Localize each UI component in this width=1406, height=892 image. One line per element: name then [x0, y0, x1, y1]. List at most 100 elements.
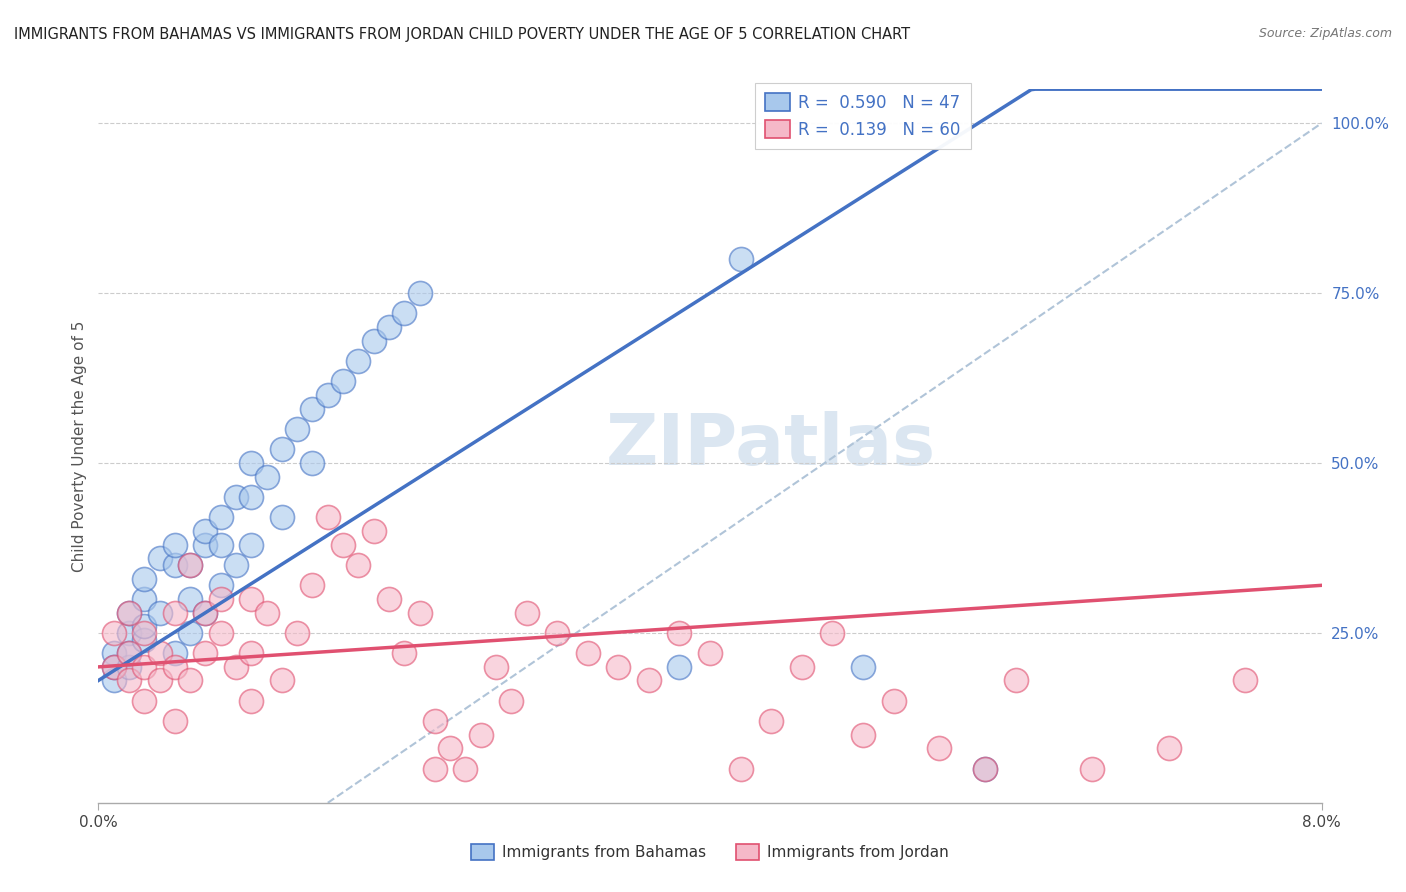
Point: [485, 660, 508, 674]
Point: [118, 646, 141, 660]
Point: [759, 714, 782, 729]
Point: [240, 646, 263, 660]
Point: [392, 306, 416, 320]
Point: [209, 591, 232, 606]
Point: [301, 401, 323, 416]
Point: [103, 660, 125, 674]
Point: [378, 320, 401, 334]
Point: [439, 741, 461, 756]
Point: [852, 660, 875, 674]
Point: [134, 694, 156, 708]
Point: [256, 469, 278, 483]
Point: [179, 673, 201, 688]
Point: [163, 714, 186, 729]
Point: [1004, 673, 1026, 688]
Point: [607, 660, 630, 674]
Point: [668, 626, 690, 640]
Point: [332, 375, 354, 389]
Point: [194, 606, 217, 620]
Point: [316, 388, 339, 402]
Point: [149, 673, 172, 688]
Point: [194, 524, 217, 538]
Point: [163, 606, 186, 620]
Point: [285, 422, 308, 436]
Point: [134, 660, 156, 674]
Point: [240, 456, 263, 470]
Point: [363, 524, 385, 538]
Y-axis label: Child Poverty Under the Age of 5: Child Poverty Under the Age of 5: [72, 320, 87, 572]
Point: [821, 626, 844, 640]
Point: [454, 762, 477, 776]
Point: [118, 626, 141, 640]
Point: [209, 510, 232, 524]
Point: [194, 606, 217, 620]
Point: [1157, 741, 1180, 756]
Point: [240, 591, 263, 606]
Point: [974, 762, 997, 776]
Text: IMMIGRANTS FROM BAHAMAS VS IMMIGRANTS FROM JORDAN CHILD POVERTY UNDER THE AGE OF: IMMIGRANTS FROM BAHAMAS VS IMMIGRANTS FR…: [14, 27, 910, 42]
Point: [285, 626, 308, 640]
Point: [423, 714, 446, 729]
Point: [149, 551, 172, 566]
Point: [103, 626, 125, 640]
Point: [103, 660, 125, 674]
Point: [179, 558, 201, 572]
Point: [149, 606, 172, 620]
Point: [423, 762, 446, 776]
Point: [501, 694, 523, 708]
Point: [179, 558, 201, 572]
Point: [883, 694, 905, 708]
Point: [149, 646, 172, 660]
Point: [699, 646, 721, 660]
Point: [516, 606, 538, 620]
Point: [347, 558, 370, 572]
Point: [392, 646, 416, 660]
Point: [240, 694, 263, 708]
Point: [194, 646, 217, 660]
Point: [301, 578, 323, 592]
Point: [1081, 762, 1104, 776]
Point: [301, 456, 323, 470]
Point: [209, 626, 232, 640]
Point: [118, 673, 141, 688]
Point: [134, 572, 156, 586]
Point: [118, 646, 141, 660]
Point: [225, 558, 247, 572]
Point: [163, 646, 186, 660]
Point: [194, 537, 217, 551]
Point: [134, 619, 156, 633]
Point: [225, 490, 247, 504]
Text: ZIPatlas: ZIPatlas: [606, 411, 936, 481]
Point: [134, 632, 156, 647]
Point: [637, 673, 661, 688]
Point: [118, 606, 141, 620]
Point: [730, 252, 752, 266]
Point: [225, 660, 247, 674]
Legend: Immigrants from Bahamas, Immigrants from Jordan: Immigrants from Bahamas, Immigrants from…: [465, 838, 955, 866]
Point: [118, 606, 141, 620]
Point: [240, 490, 263, 504]
Point: [790, 660, 813, 674]
Point: [363, 334, 385, 348]
Point: [256, 606, 278, 620]
Point: [730, 762, 752, 776]
Point: [668, 660, 690, 674]
Point: [347, 354, 370, 368]
Point: [546, 626, 568, 640]
Point: [408, 286, 430, 301]
Point: [163, 660, 186, 674]
Point: [928, 741, 950, 756]
Point: [134, 626, 156, 640]
Point: [270, 673, 294, 688]
Text: Source: ZipAtlas.com: Source: ZipAtlas.com: [1258, 27, 1392, 40]
Point: [103, 646, 125, 660]
Point: [270, 442, 294, 457]
Point: [576, 646, 599, 660]
Point: [974, 762, 997, 776]
Point: [163, 537, 186, 551]
Point: [240, 537, 263, 551]
Point: [852, 728, 875, 742]
Point: [179, 626, 201, 640]
Point: [163, 558, 186, 572]
Point: [209, 578, 232, 592]
